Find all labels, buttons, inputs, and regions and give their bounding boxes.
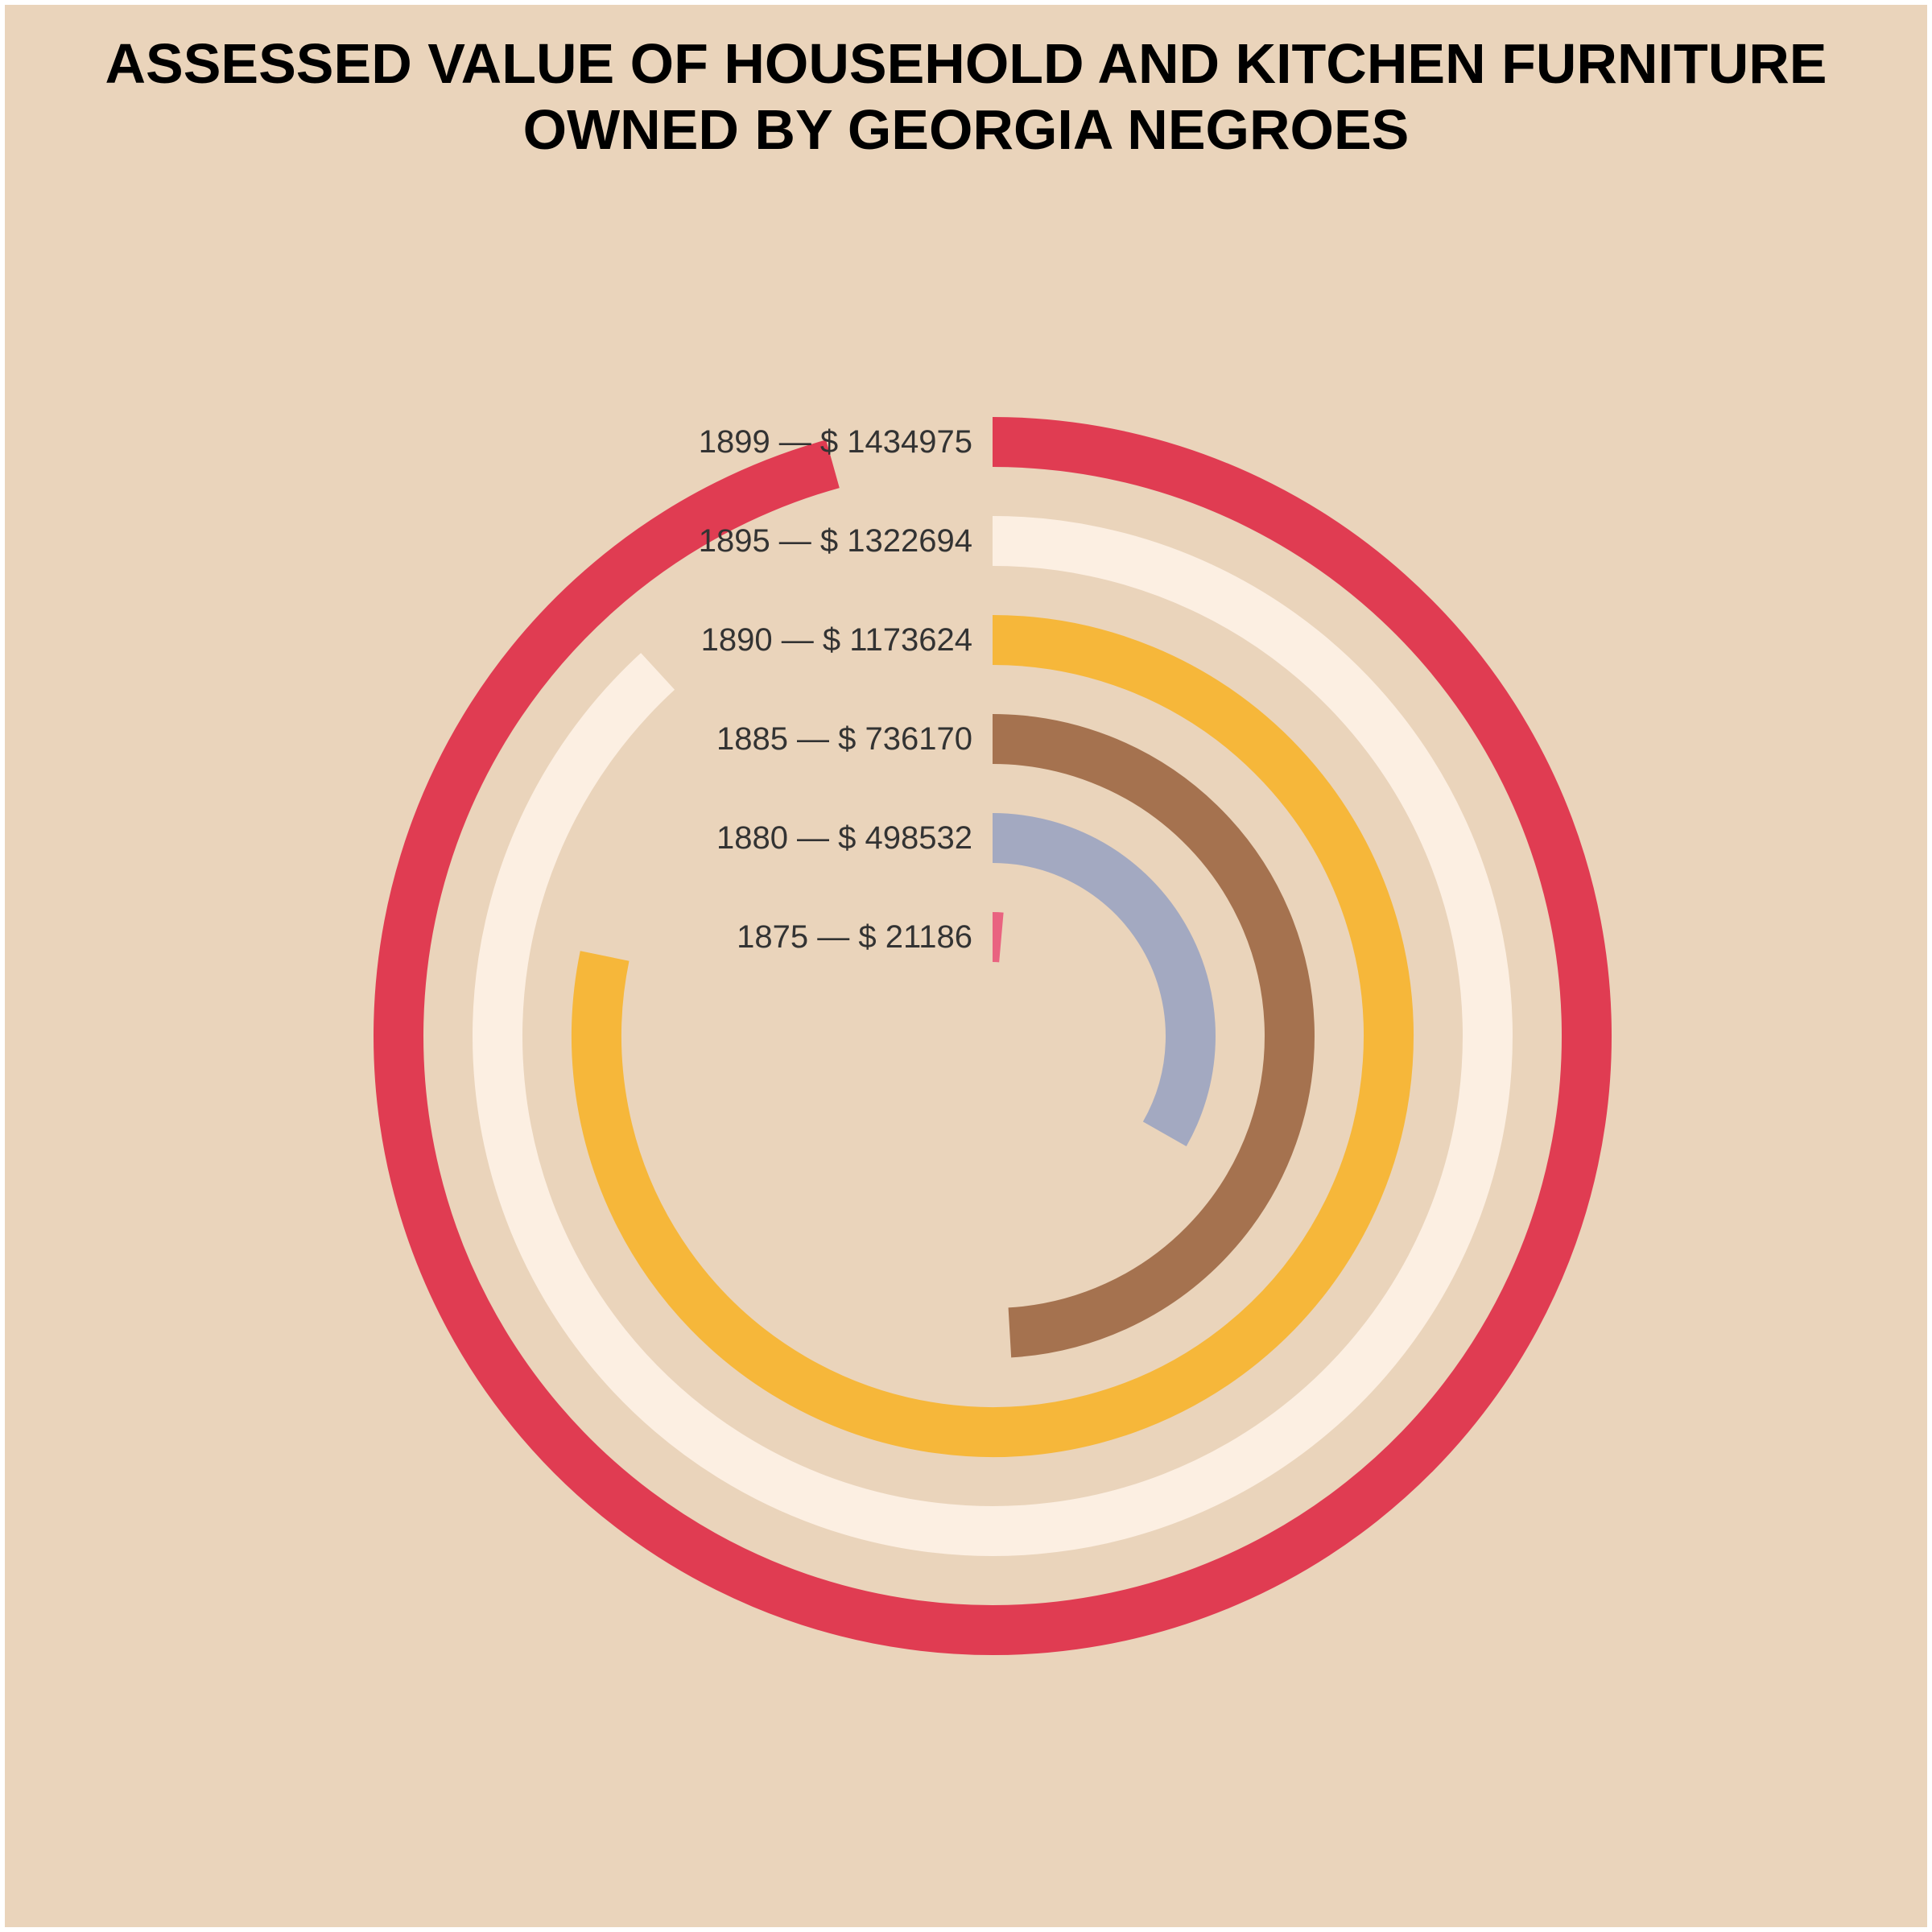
label-1880: 1880 — $ 498532 bbox=[716, 820, 972, 856]
arc-1885 bbox=[992, 714, 1315, 1358]
label-1890: 1890 — $ 1173624 bbox=[701, 622, 972, 658]
label-1885: 1885 — $ 736170 bbox=[716, 721, 972, 757]
label-1895: 1895 — $ 1322694 bbox=[699, 523, 972, 559]
arc-1880 bbox=[992, 813, 1216, 1146]
arc-1895 bbox=[473, 516, 1513, 1556]
arc-1890 bbox=[572, 615, 1414, 1457]
chart-title-line-2: OWNED BY GEORGIA NEGROES bbox=[522, 98, 1410, 161]
radial-bar-chart: 1875 — $ 21186 1880 — $ 498532 1885 — $ 73… bbox=[374, 417, 1612, 1655]
chart-title-line-1: ASSESSED VALUE OF HOUSEHOLD AND KITCHEN … bbox=[105, 32, 1827, 95]
label-1875: 1875 — $ 21186 bbox=[737, 919, 972, 955]
label-1899: 1899 — $ 1434975 bbox=[699, 424, 972, 460]
arc-1899 bbox=[374, 417, 1612, 1655]
chart-title: ASSESSED VALUE OF HOUSEHOLD AND KITCHEN … bbox=[5, 31, 1927, 163]
chart-canvas: ASSESSED VALUE OF HOUSEHOLD AND KITCHEN … bbox=[5, 5, 1927, 1927]
labels-layer: 1875 — $ 21186 1880 — $ 498532 1885 — $ 73… bbox=[699, 424, 972, 955]
arcs-layer bbox=[374, 417, 1612, 1655]
